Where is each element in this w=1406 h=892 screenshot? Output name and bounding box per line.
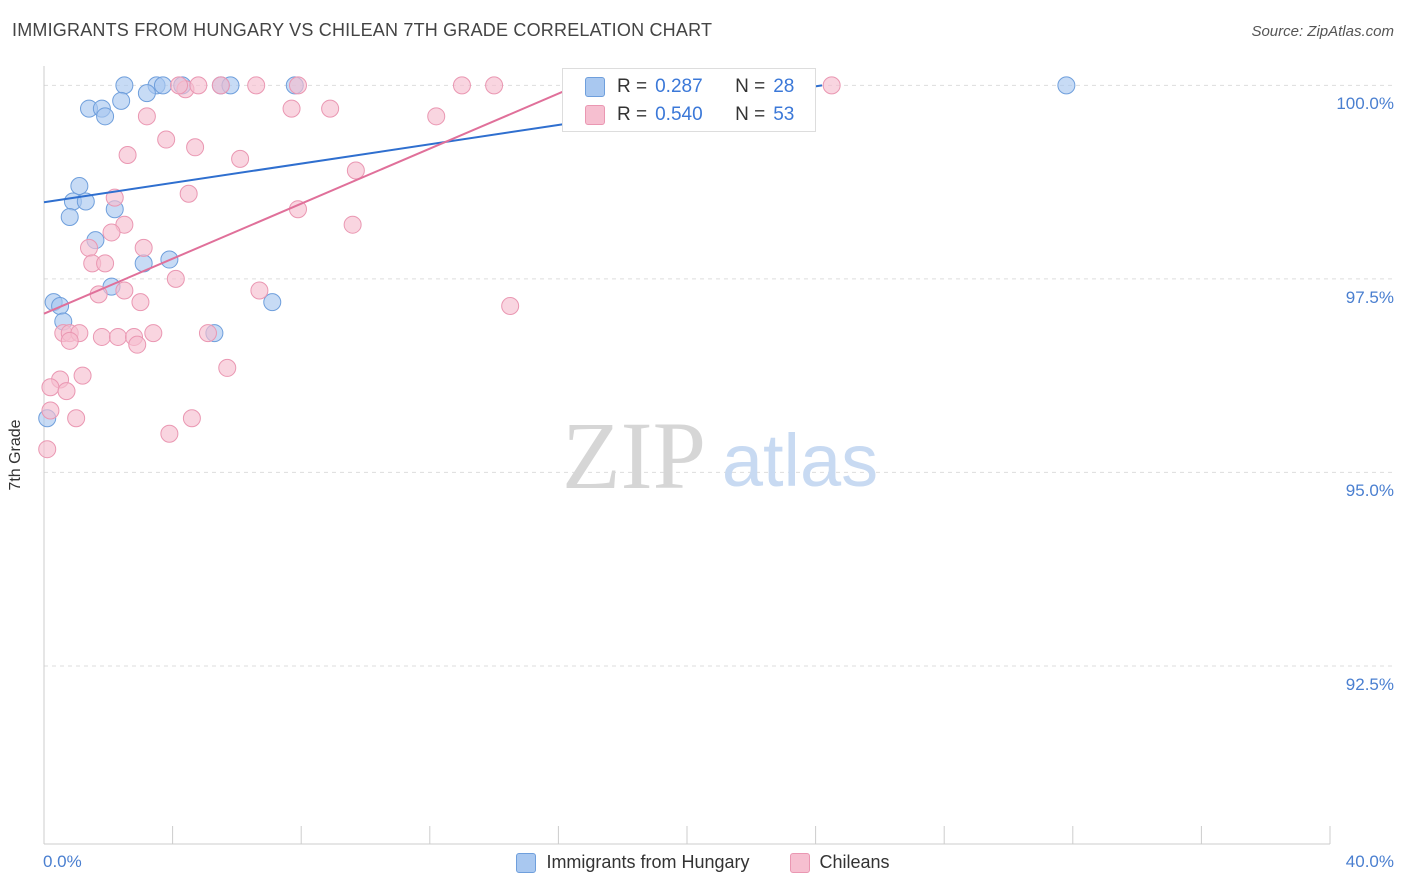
data-point-pink <box>211 76 230 95</box>
data-point-pink <box>822 76 841 95</box>
legend-item-hungary[interactable]: Immigrants from Hungary <box>516 852 750 873</box>
data-point-pink <box>231 149 250 168</box>
data-point-pink <box>96 254 115 273</box>
data-point-blue <box>115 76 134 95</box>
stats-box: R = 0.287 N = 28 R = 0.540 N = 53 <box>562 68 816 132</box>
data-point-pink <box>166 269 185 288</box>
y-tick-label: 100.0% <box>1336 94 1394 114</box>
watermark-zip: ZIP <box>562 402 706 509</box>
stats-n-value-blue: 28 <box>773 76 795 97</box>
data-point-blue <box>1057 76 1076 95</box>
data-point-pink <box>57 382 76 401</box>
data-point-pink <box>80 238 99 257</box>
data-point-pink <box>131 293 150 312</box>
stats-r-value-blue: 0.287 <box>655 76 703 97</box>
stats-swatch-pink <box>585 105 605 125</box>
data-point-pink <box>452 76 471 95</box>
data-point-blue <box>60 207 79 226</box>
legend-swatch-pink <box>789 852 810 873</box>
data-point-pink <box>73 366 92 385</box>
trend-line-pink <box>43 84 579 315</box>
data-point-pink <box>118 146 137 165</box>
stats-n-label-pink: N = <box>735 104 766 125</box>
data-point-pink <box>60 331 79 350</box>
legend: Immigrants from Hungary Chileans <box>0 852 1406 873</box>
data-point-pink <box>170 76 189 95</box>
data-point-pink <box>485 76 504 95</box>
data-point-pink <box>92 327 111 346</box>
data-point-pink <box>427 107 446 126</box>
legend-item-chileans[interactable]: Chileans <box>789 852 890 873</box>
data-point-pink <box>67 409 86 428</box>
data-point-pink <box>160 424 179 443</box>
data-point-pink <box>179 184 198 203</box>
data-point-pink <box>288 76 307 95</box>
data-point-pink <box>102 223 121 242</box>
y-tick-label: 95.0% <box>1345 481 1394 501</box>
data-point-pink <box>343 215 362 234</box>
stats-n-label-blue: N = <box>735 76 766 97</box>
watermark: ZIP atlas <box>562 402 878 509</box>
data-point-pink <box>137 107 156 126</box>
stats-r-label-blue: R = <box>617 76 648 97</box>
stats-r-label-pink: R = <box>617 104 648 125</box>
stats-row-pink: R = 0.540 N = 53 <box>585 101 794 129</box>
data-point-pink <box>38 440 57 459</box>
data-point-pink <box>218 358 237 377</box>
data-point-pink <box>128 335 147 354</box>
data-point-blue <box>137 84 156 103</box>
y-tick-label: 92.5% <box>1345 674 1394 694</box>
legend-swatch-blue <box>516 852 537 873</box>
data-point-pink <box>247 76 266 95</box>
x-tick-label-max: 40.0% <box>1345 852 1394 871</box>
y-tick-label: 97.5% <box>1345 287 1394 307</box>
stats-n-value-pink: 53 <box>773 104 795 125</box>
chart-title: IMMIGRANTS FROM HUNGARY VS CHILEAN 7TH G… <box>12 20 713 40</box>
legend-label-hungary: Immigrants from Hungary <box>546 852 750 872</box>
data-point-pink <box>134 238 153 257</box>
data-point-pink <box>115 281 134 300</box>
data-point-blue <box>153 76 172 95</box>
data-point-blue <box>112 91 131 110</box>
stats-row-blue: R = 0.287 N = 28 <box>585 73 794 101</box>
data-point-pink <box>105 188 124 207</box>
source-credit: Source: ZipAtlas.com <box>1251 23 1394 40</box>
x-tick-label-min: 0.0% <box>43 852 82 871</box>
data-point-pink <box>346 161 365 180</box>
data-point-blue <box>70 176 89 195</box>
data-point-pink <box>182 409 201 428</box>
data-point-pink <box>501 296 520 315</box>
data-point-pink <box>282 99 301 118</box>
data-point-pink <box>189 76 208 95</box>
data-point-pink <box>157 130 176 149</box>
data-point-pink <box>186 138 205 157</box>
data-point-blue <box>96 107 115 126</box>
legend-label-chileans: Chileans <box>819 852 890 872</box>
data-point-pink <box>250 281 269 300</box>
watermark-atlas: atlas <box>722 419 878 502</box>
data-point-pink <box>41 378 60 397</box>
stats-swatch-blue <box>585 77 605 97</box>
data-point-pink <box>144 324 163 343</box>
data-point-pink <box>321 99 340 118</box>
data-points <box>38 76 1076 459</box>
data-point-pink <box>108 327 127 346</box>
data-point-blue <box>263 293 282 312</box>
data-point-pink <box>198 324 217 343</box>
data-point-pink <box>41 401 60 420</box>
stats-r-value-pink: 0.540 <box>655 104 703 125</box>
